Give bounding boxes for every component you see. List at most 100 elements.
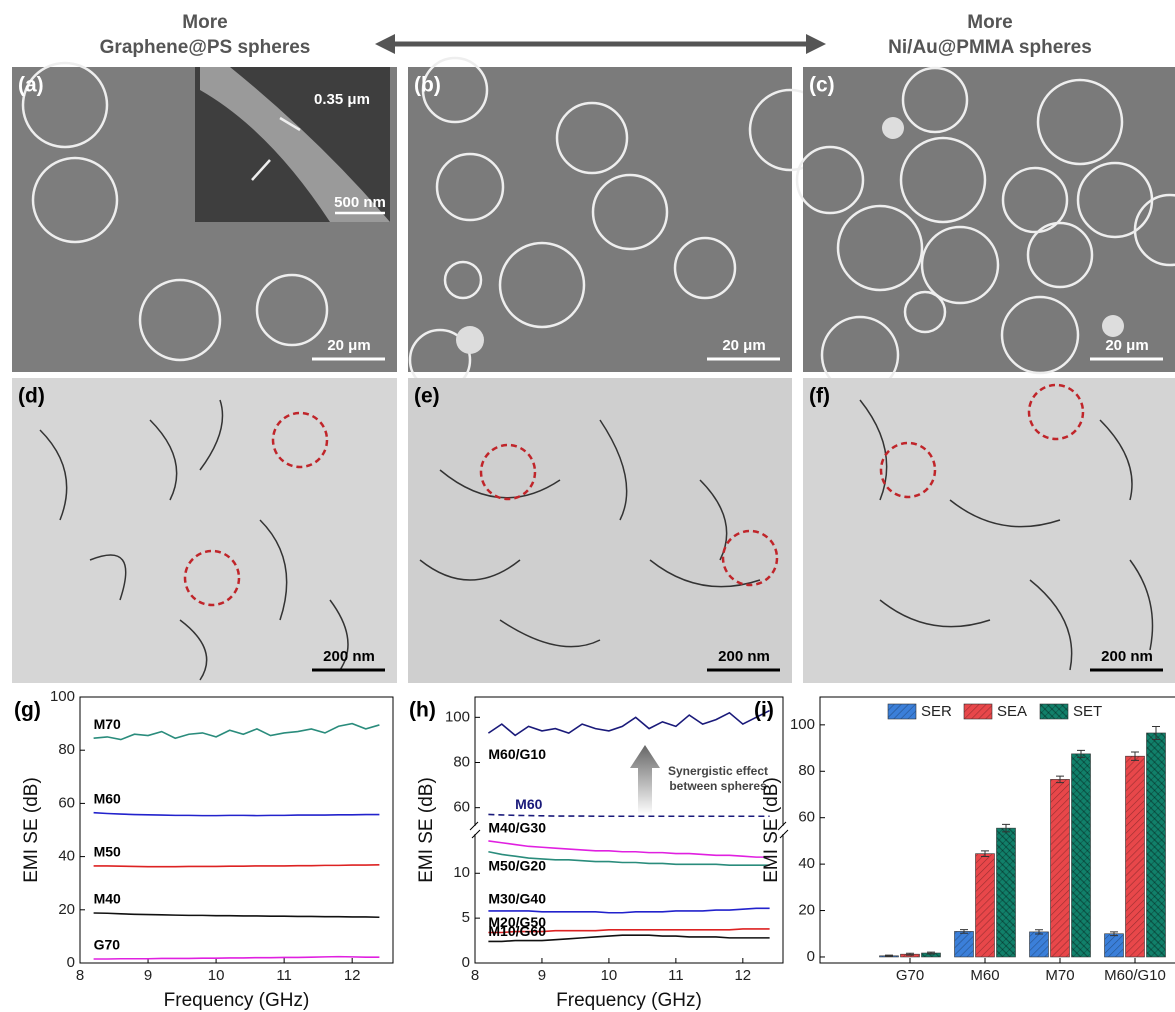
y-tick-label: 20: [58, 901, 75, 918]
x-tick-label: 11: [668, 967, 684, 984]
y-tick-label: 80: [453, 753, 470, 770]
scale-bar-label: 20 μm: [1105, 337, 1148, 354]
series-line: [94, 724, 380, 740]
arrow-head: [806, 34, 826, 54]
legend-swatch: [964, 704, 992, 719]
x-axis-title: Frequency (GHz): [556, 990, 702, 1011]
series-label: M60: [515, 796, 542, 812]
series-line: [94, 865, 380, 867]
figure: More Graphene@PS spheres More Ni/Au@PMMA sp…: [0, 0, 1175, 1012]
bar: [1105, 934, 1124, 957]
inset-label: 0.35 μm: [314, 91, 370, 108]
scale-bar-label: 200 nm: [323, 648, 375, 665]
y-tick-label: 10: [453, 864, 470, 881]
panel-label: (g): [14, 699, 41, 722]
bar: [1072, 754, 1091, 957]
inset-label: 500 nm: [334, 194, 386, 211]
series-label: M40/G30: [488, 820, 546, 836]
bar: [1126, 756, 1145, 957]
x-tick-label: 12: [734, 967, 751, 984]
legend-swatch: [1040, 704, 1068, 719]
x-tick-label: M60: [970, 967, 999, 984]
y-tick-label: 80: [58, 741, 75, 758]
page: { "header": {"left": ["More", "Graphene@…: [0, 0, 1175, 1012]
series-label: M50/G20: [488, 857, 546, 873]
annotation: between spheres: [669, 779, 767, 793]
y-tick-label: 0: [67, 954, 75, 971]
y-axis-title: EMI SE (dB): [761, 777, 782, 883]
bar: [1030, 932, 1049, 957]
x-tick-label: 10: [208, 967, 225, 984]
series-line: [94, 913, 380, 917]
bar: [955, 931, 974, 957]
header-text: Ni/Au@PMMA spheres: [888, 37, 1092, 58]
scale-bar-label: 200 nm: [1101, 648, 1153, 665]
x-tick-label: G70: [896, 967, 924, 984]
x-tick-label: 10: [601, 967, 618, 984]
y-tick-label: 100: [50, 688, 75, 705]
series-label: M50: [94, 844, 121, 860]
x-tick-label: 12: [344, 967, 361, 984]
y-axis-title: EMI SE (dB): [21, 777, 42, 883]
scale-bar-label: 20 μm: [327, 337, 370, 354]
series-label: M10/G60: [488, 923, 546, 939]
annotation-arrow: [630, 745, 660, 815]
legend-label: SET: [1073, 703, 1102, 720]
series-label: M60/G10: [488, 746, 546, 762]
y-tick-label: 0: [462, 954, 470, 971]
y-tick-label: 60: [798, 809, 815, 826]
series-line: [488, 841, 769, 857]
x-tick-label: M70: [1045, 967, 1074, 984]
bar: [997, 828, 1016, 957]
series-label: M60: [94, 790, 121, 806]
y-tick-label: 60: [58, 794, 75, 811]
bar: [1051, 779, 1070, 957]
tem-image: [12, 378, 1175, 683]
y-tick-label: 40: [798, 855, 815, 872]
panel-label: (i): [754, 699, 774, 722]
panel-label: (f): [809, 385, 830, 408]
x-tick-label: M60/G10: [1104, 967, 1166, 984]
y-axis-title: EMI SE (dB): [416, 777, 437, 883]
y-tick-label: 5: [462, 909, 470, 926]
bar: [1147, 733, 1166, 957]
series-line: [94, 813, 380, 816]
series-line: [488, 908, 769, 912]
y-tick-label: 60: [453, 799, 470, 816]
header-text: Graphene@PS spheres: [100, 37, 311, 58]
series-line: [488, 814, 769, 816]
panel-label: (a): [18, 74, 44, 97]
series-label: G70: [94, 937, 121, 953]
arrow-head: [375, 34, 395, 54]
series-label: M70: [94, 716, 121, 732]
panel-label: (b): [414, 74, 441, 97]
axis-break-gap: [469, 826, 481, 834]
x-axis-title: Frequency (GHz): [164, 990, 310, 1011]
x-tick-label: 9: [144, 967, 152, 984]
annotation: Synergistic effect: [668, 764, 768, 778]
x-tick-label: 11: [276, 967, 292, 984]
panel-label: (c): [809, 74, 835, 97]
x-tick-label: 9: [538, 967, 546, 984]
scale-bar-label: 200 nm: [718, 648, 770, 665]
legend-label: SEA: [997, 703, 1027, 720]
y-tick-label: 40: [58, 848, 75, 865]
series-line: [488, 711, 769, 736]
legend-label: SER: [921, 703, 952, 720]
y-tick-label: 100: [445, 708, 470, 725]
sem-image: [12, 58, 1175, 393]
header-text: More: [182, 12, 227, 33]
panel-label: (e): [414, 385, 440, 408]
y-tick-label: 80: [798, 762, 815, 779]
x-tick-label: 8: [76, 967, 84, 984]
y-tick-label: 0: [807, 948, 815, 965]
x-tick-label: 8: [471, 967, 479, 984]
y-tick-label: 20: [798, 902, 815, 919]
panel-label: (h): [409, 699, 436, 722]
header-text: More: [967, 12, 1012, 33]
scale-bar-label: 20 μm: [722, 337, 765, 354]
series-line: [94, 957, 380, 959]
series-label: M40: [94, 891, 121, 907]
panel-label: (d): [18, 385, 45, 408]
legend-swatch: [888, 704, 916, 719]
